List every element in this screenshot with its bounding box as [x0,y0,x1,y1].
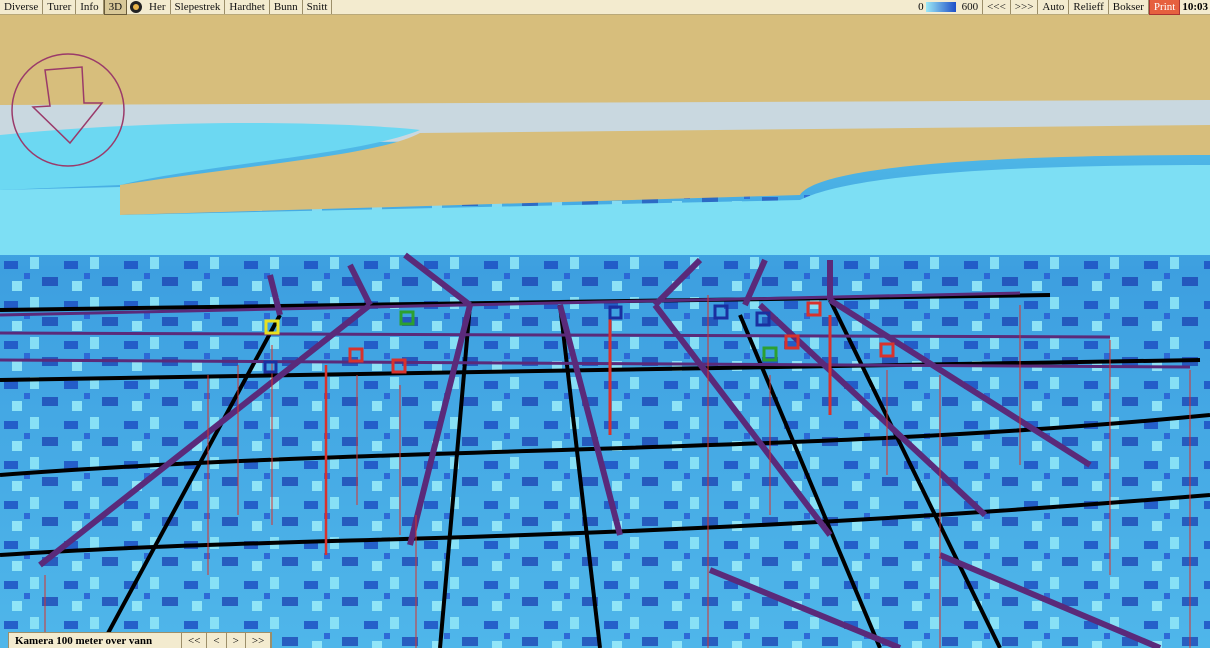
scale-max: 600 [958,0,984,14]
menu-button[interactable]: Relieff [1069,0,1109,14]
nav-button[interactable]: << [182,633,208,648]
3d-view [0,15,1210,648]
coastal-water [0,165,1210,255]
menu-button[interactable]: Her [145,0,171,14]
menu-button[interactable]: Bunn [270,0,303,14]
scale-min: 0 [918,1,924,13]
shallow-water [0,123,420,190]
compass [11,53,125,167]
menu-button[interactable]: Bokser [1109,0,1149,14]
menu-button[interactable]: 3D [103,0,128,15]
track-lines-thin [0,291,1191,369]
nav-button[interactable]: < [207,633,227,648]
nav-button[interactable]: >>> [1011,0,1039,14]
depth-scale [925,2,956,12]
menu-button[interactable]: Diverse [0,0,44,14]
menu-button[interactable]: Turer [43,0,77,14]
land [120,125,1210,215]
print-button[interactable]: Print [1148,0,1181,15]
terrain-relief [0,255,1210,648]
target-icon[interactable] [130,1,143,13]
clock: 10:03 [1182,1,1208,13]
menu-button[interactable]: Hardhet [225,0,270,14]
status-bar: Kamera 100 meter over vann << < > >> [8,632,273,648]
nav-button[interactable]: > [227,633,246,648]
menu-button[interactable]: Auto [1038,0,1070,14]
toolbar: Diverse Turer Info 3D Her Slepestrek Har… [0,0,1210,15]
nav-button[interactable]: <<< [983,0,1011,14]
camera-info: Kamera 100 meter over vann [9,633,182,648]
boxes [263,301,895,374]
far-land [0,15,1210,105]
menu-button[interactable]: Slepestrek [171,0,226,14]
depth-lines [44,295,1191,648]
menu-button[interactable]: Snitt [303,0,333,14]
menu-button[interactable]: Info [76,0,104,14]
nav-button[interactable]: >> [246,633,272,648]
